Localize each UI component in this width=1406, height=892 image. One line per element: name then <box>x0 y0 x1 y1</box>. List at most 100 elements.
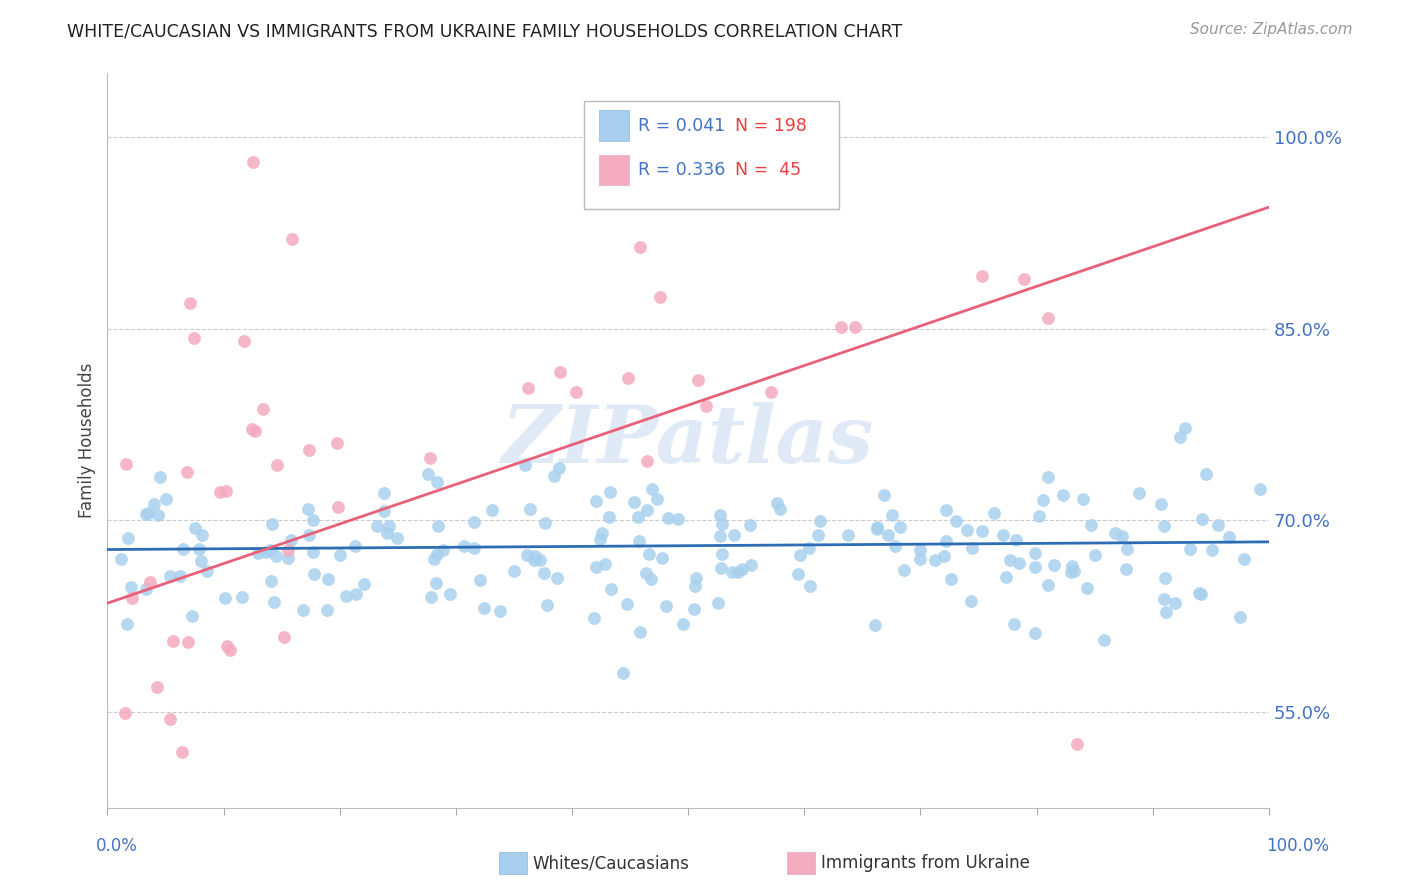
Point <box>1012 272 1035 286</box>
Point <box>655 599 678 613</box>
Point <box>316 572 339 586</box>
Point <box>326 436 349 450</box>
Point <box>960 594 983 608</box>
Point <box>378 519 401 533</box>
Point <box>1249 483 1271 497</box>
Point <box>955 524 977 538</box>
Point <box>1052 488 1074 502</box>
Point <box>159 569 181 583</box>
Text: Source: ZipAtlas.com: Source: ZipAtlas.com <box>1189 22 1353 37</box>
Point <box>998 553 1021 567</box>
Point <box>297 501 319 516</box>
Point <box>373 486 395 500</box>
Point <box>908 542 931 557</box>
Point <box>720 565 742 579</box>
Point <box>519 502 541 516</box>
Point <box>970 524 993 538</box>
FancyBboxPatch shape <box>583 101 839 209</box>
Point <box>1060 559 1083 574</box>
Point <box>1071 492 1094 507</box>
Point <box>807 528 830 542</box>
Point <box>935 533 957 548</box>
Point <box>1104 526 1126 541</box>
Point <box>162 634 184 648</box>
Point <box>266 549 288 564</box>
Point <box>169 569 191 583</box>
Point <box>534 516 557 531</box>
Point <box>472 601 495 615</box>
Text: Immigrants from Ukraine: Immigrants from Ukraine <box>821 855 1031 872</box>
Point <box>960 541 983 556</box>
Point <box>335 589 357 603</box>
Point <box>666 512 689 526</box>
Point <box>908 552 931 566</box>
Point <box>1154 571 1177 585</box>
Point <box>432 542 454 557</box>
Point <box>135 507 157 521</box>
Point <box>628 625 651 640</box>
Point <box>589 533 612 547</box>
Point <box>799 579 821 593</box>
Point <box>298 527 321 541</box>
Point <box>259 543 281 558</box>
Point <box>616 371 638 385</box>
Point <box>245 424 267 438</box>
Point <box>260 574 283 588</box>
Point <box>1005 533 1028 547</box>
Point <box>637 547 659 561</box>
Point <box>423 552 446 566</box>
Point <box>136 506 159 520</box>
Point <box>1032 493 1054 508</box>
Point <box>1218 530 1240 544</box>
Point <box>172 542 194 557</box>
Point <box>146 508 169 522</box>
Point <box>179 296 201 310</box>
Point <box>1189 587 1212 601</box>
Point <box>889 520 911 534</box>
Point <box>710 560 733 574</box>
Point <box>416 467 439 481</box>
Point <box>523 553 546 567</box>
Point <box>146 680 169 694</box>
Point <box>214 591 236 605</box>
Point <box>1206 518 1229 533</box>
Point <box>789 549 811 563</box>
Point <box>759 384 782 399</box>
Point <box>121 591 143 606</box>
Point <box>420 591 443 605</box>
Point <box>1063 564 1085 578</box>
Point <box>190 554 212 568</box>
Point <box>329 548 352 562</box>
Point <box>536 598 558 612</box>
Point <box>723 528 745 542</box>
Point <box>419 451 441 466</box>
Point <box>865 522 887 536</box>
Point <box>503 564 526 578</box>
Point <box>797 541 820 556</box>
Point <box>375 526 398 541</box>
Point <box>1007 557 1029 571</box>
Point <box>426 475 449 489</box>
Point <box>1188 586 1211 600</box>
FancyBboxPatch shape <box>599 111 628 141</box>
Point <box>373 504 395 518</box>
Point <box>184 521 207 535</box>
Point <box>565 385 588 400</box>
Point <box>273 631 295 645</box>
Point <box>627 510 650 524</box>
Point <box>529 553 551 567</box>
Point <box>707 596 730 610</box>
Point <box>1168 430 1191 444</box>
Point <box>240 422 263 436</box>
Point <box>1173 421 1195 435</box>
Point <box>866 519 889 533</box>
Text: WHITE/CAUCASIAN VS IMMIGRANTS FROM UKRAINE FAMILY HOUSEHOLDS CORRELATION CHART: WHITE/CAUCASIAN VS IMMIGRANTS FROM UKRAI… <box>67 22 903 40</box>
Point <box>730 562 752 576</box>
Point <box>143 497 166 511</box>
Point <box>884 539 907 553</box>
Point <box>277 551 299 566</box>
Point <box>195 564 218 578</box>
Point <box>117 532 139 546</box>
Point <box>766 496 789 510</box>
Text: R = 0.041: R = 0.041 <box>638 117 725 135</box>
